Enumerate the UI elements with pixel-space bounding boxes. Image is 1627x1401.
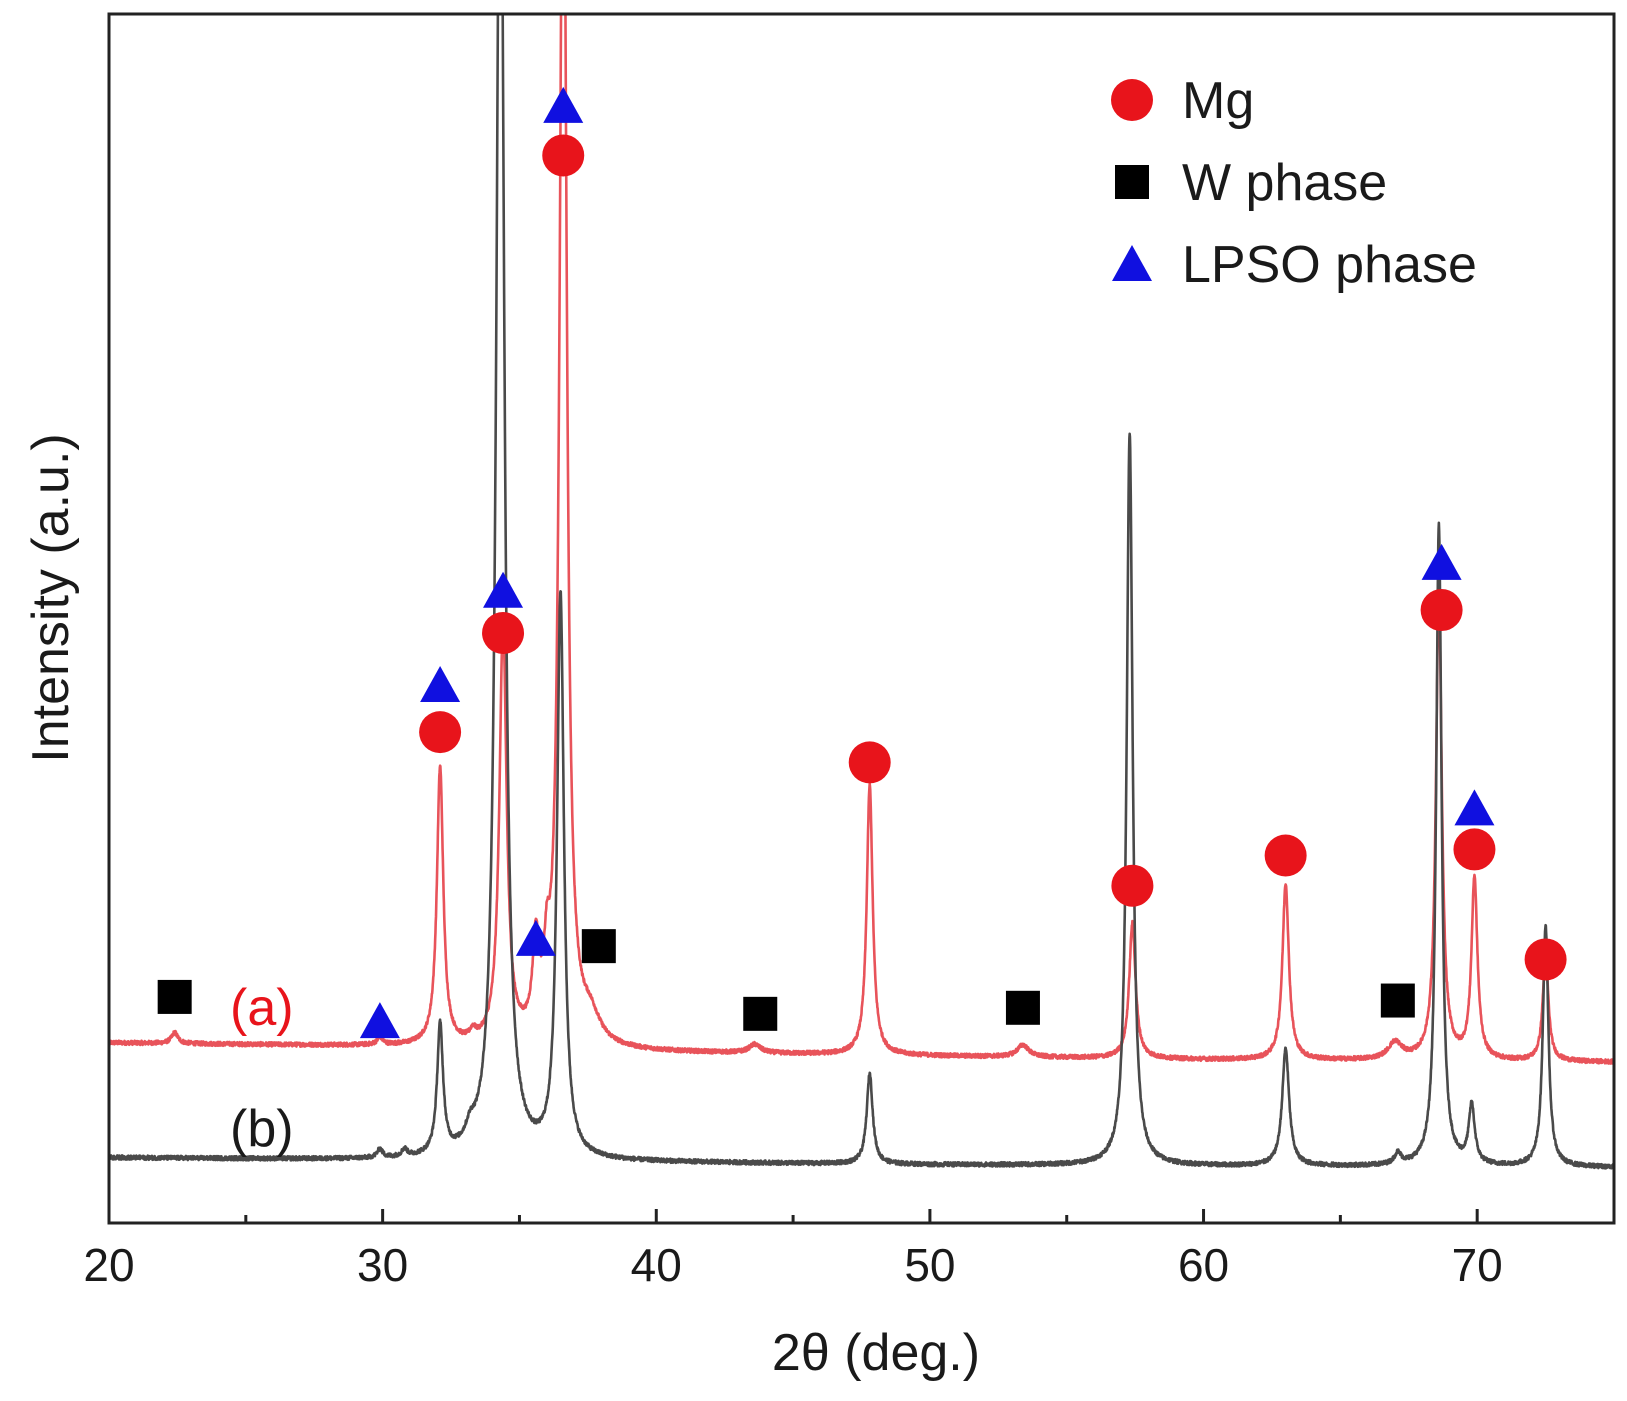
mg-marker	[542, 134, 585, 177]
series-a-label: (a)	[230, 979, 294, 1037]
x-axis: 20 30 40 50 60 70	[83, 1209, 1503, 1291]
w-phase-marker	[743, 996, 778, 1031]
series-line-b	[109, 14, 1614, 1170]
lpso-marker	[1454, 789, 1495, 826]
legend-circle-icon	[1111, 79, 1153, 121]
y-axis-title: Intensity (a.u.)	[22, 433, 80, 762]
legend-item-triangle: LPSO phase	[1112, 236, 1477, 294]
mg-marker	[848, 741, 891, 784]
plot-area	[109, 14, 1614, 1170]
x-tick-label-40: 40	[631, 1239, 682, 1291]
lpso-marker	[359, 1002, 400, 1039]
peak-markers	[157, 86, 1567, 1039]
x-tick-label-50: 50	[904, 1239, 955, 1291]
x-tick-label-30: 30	[357, 1239, 408, 1291]
plot-frame	[107, 12, 1616, 1225]
x-tick-label-70: 70	[1452, 1239, 1503, 1291]
legend-item-circle: Mg	[1111, 72, 1254, 130]
mg-marker	[1111, 864, 1154, 907]
series-b-label: (b)	[230, 1100, 294, 1158]
legend-label: W phase	[1182, 154, 1387, 212]
mg-marker	[1453, 828, 1496, 871]
x-axis-title: 2θ (deg.)	[772, 1324, 980, 1382]
w-phase-marker	[157, 979, 192, 1014]
series-line-a	[109, 14, 1614, 1065]
lpso-marker	[515, 919, 556, 956]
w-phase-marker	[1005, 990, 1040, 1025]
mg-marker	[419, 711, 462, 754]
w-phase-marker	[581, 929, 616, 964]
mg-marker	[1420, 589, 1463, 632]
mg-marker	[1524, 938, 1567, 981]
lpso-marker	[483, 571, 524, 608]
mg-marker	[1264, 834, 1307, 877]
legend-square-icon	[1115, 165, 1149, 199]
lpso-marker	[543, 86, 584, 123]
legend-label: Mg	[1182, 72, 1254, 130]
legend-label: LPSO phase	[1182, 236, 1477, 294]
lpso-marker	[420, 665, 461, 702]
x-tick-label-20: 20	[83, 1239, 134, 1291]
legend: Mg W phase LPSO phase	[1111, 72, 1477, 294]
x-tick-label-60: 60	[1178, 1239, 1229, 1291]
lpso-marker	[1421, 543, 1462, 580]
legend-triangle-icon	[1112, 245, 1152, 281]
w-phase-marker	[1380, 983, 1415, 1018]
mg-marker	[482, 612, 525, 655]
legend-item-square: W phase	[1115, 154, 1387, 212]
